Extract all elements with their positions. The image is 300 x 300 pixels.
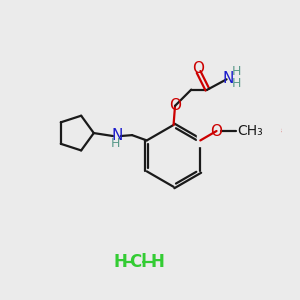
Text: H: H xyxy=(232,77,242,90)
Bar xyxy=(197,117,280,146)
Text: O: O xyxy=(215,122,227,137)
Text: H: H xyxy=(232,65,242,79)
Text: O: O xyxy=(211,124,223,139)
Text: N: N xyxy=(222,71,234,86)
Text: O: O xyxy=(193,61,205,76)
Text: Cl: Cl xyxy=(129,253,147,271)
Text: H: H xyxy=(150,253,164,271)
Text: OCH₃: OCH₃ xyxy=(249,123,282,136)
Text: H: H xyxy=(114,253,128,271)
Text: H: H xyxy=(111,136,120,150)
Text: N: N xyxy=(111,128,122,143)
Text: OCH₃: OCH₃ xyxy=(244,123,277,136)
Text: CH₃: CH₃ xyxy=(237,124,263,138)
Bar xyxy=(197,117,271,143)
Text: O: O xyxy=(213,122,225,137)
Text: O: O xyxy=(169,98,181,113)
